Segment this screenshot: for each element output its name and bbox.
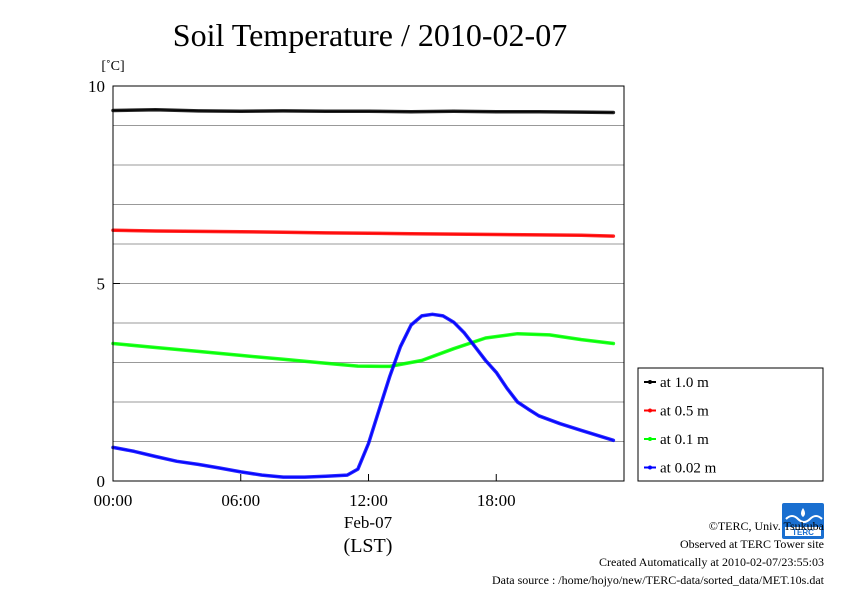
legend-marker: [648, 465, 652, 470]
copyright-line: ©TERC, Univ. Tsukuba: [708, 519, 824, 533]
legend-label: at 0.5 m: [660, 404, 709, 420]
x-tick-label: 18:00: [477, 491, 516, 510]
legend-marker: [648, 408, 652, 413]
y-tick-label: 5: [97, 275, 106, 294]
y-tick-label: 0: [97, 472, 106, 491]
y-tick-label: 10: [88, 77, 105, 96]
terc-logo: TERC: [782, 503, 824, 539]
created-line: Created Automatically at 2010-02-07/23:5…: [599, 555, 824, 569]
legend-label: at 0.1 m: [660, 432, 709, 448]
logo-text: TERC: [792, 528, 814, 537]
series-line-core: [112, 109, 614, 114]
x-axis-label: (LST): [344, 535, 393, 557]
x-axis-date-label: Feb-07: [344, 513, 393, 532]
observed-line: Observed at TERC Tower site: [679, 537, 824, 551]
axis-ticks: 0 5 10 00:00 06:00 12:00 18:00: [88, 77, 516, 510]
series-line-core: [112, 333, 614, 367]
legend-marker: [648, 437, 652, 441]
x-tick-label: 12:00: [349, 491, 388, 510]
chart-title: Soil Temperature / 2010-02-07: [173, 17, 567, 53]
legend-label: at 1.0 m: [660, 375, 709, 391]
legend-label: at 0.02 m: [660, 461, 717, 477]
data-source-line: Data source : /home/hojyo/new/TERC-data/…: [491, 573, 824, 587]
legend-box: [637, 367, 824, 482]
series-line-core: [112, 229, 614, 237]
legend: at 1.0 m at 0.5 m at 0.1 m at 0.02 m: [637, 367, 824, 482]
x-tick-label: 00:00: [94, 491, 133, 510]
series-line: [111, 312, 616, 479]
legend-marker: [648, 380, 652, 384]
series-lines: [111, 107, 616, 479]
series-line-core: [112, 313, 614, 478]
y-axis-unit-label: [˚C]: [101, 59, 124, 74]
x-tick-label: 06:00: [221, 491, 260, 510]
grid-lines: [113, 125, 624, 442]
